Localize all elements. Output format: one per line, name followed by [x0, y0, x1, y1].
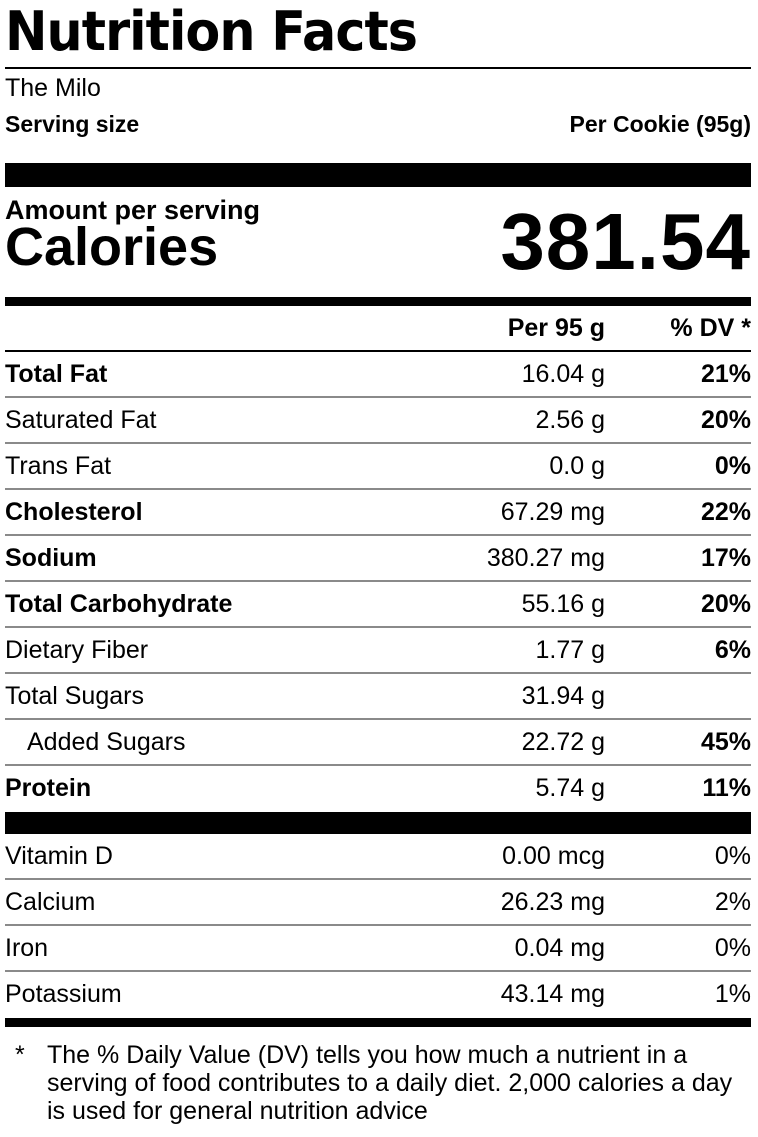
nutrient-dv: 17%: [700, 543, 751, 572]
nutrient-name: Added Sugars: [27, 727, 186, 756]
vitamins-divider: [5, 812, 751, 834]
nutrient-row-trans-fat: Trans Fat 0.0 g 0%: [5, 444, 751, 490]
nutrient-row-saturated-fat: Saturated Fat 2.56 g 20%: [5, 398, 751, 444]
nutrient-dv: 0%: [714, 451, 751, 480]
vitamin-name: Iron: [5, 933, 49, 962]
title-divider: [5, 67, 751, 69]
column-header-row: Per 95 g % DV *: [5, 306, 751, 352]
nutrition-facts-title: Nutrition Facts: [5, 0, 418, 63]
nutrient-name: Cholesterol: [5, 497, 143, 526]
nutrient-name: Total Fat: [5, 359, 108, 388]
nutrient-amount: 16.04 g: [521, 359, 605, 388]
vitamin-dv: 2%: [714, 887, 751, 916]
vitamin-row-vitamin-d: Vitamin D 0.00 mcg 0%: [5, 834, 751, 880]
vitamin-row-calcium: Calcium 26.23 mg 2%: [5, 880, 751, 926]
nutrient-name: Protein: [5, 773, 92, 802]
nutrition-facts-panel: Nutrition Facts The Milo Serving size Pe…: [5, 1, 751, 1125]
vitamin-name: Vitamin D: [5, 841, 113, 870]
nutrient-name: Sodium: [5, 543, 97, 572]
vitamin-dv: 0%: [714, 933, 751, 962]
nutrient-amount: 67.29 mg: [500, 497, 605, 526]
calories-divider: [5, 297, 751, 306]
vitamin-amount: 0.04 mg: [514, 933, 605, 962]
nutrient-row-added-sugars: Added Sugars 22.72 g 45%: [5, 720, 751, 766]
nutrient-row-protein: Protein 5.74 g 11%: [5, 766, 751, 810]
column-header-dv: % DV *: [670, 313, 751, 342]
vitamin-name: Potassium: [5, 979, 122, 1008]
serving-divider: [5, 163, 751, 187]
vitamin-row-iron: Iron 0.04 mg 0%: [5, 926, 751, 972]
nutrient-dv: 6%: [714, 635, 751, 664]
vitamin-row-potassium: Potassium 43.14 mg 1%: [5, 972, 751, 1016]
nutrient-amount: 22.72 g: [521, 727, 605, 756]
nutrient-row-cholesterol: Cholesterol 67.29 mg 22%: [5, 490, 751, 536]
footnote-text: The % Daily Value (DV) tells you how muc…: [47, 1041, 733, 1125]
nutrient-row-sodium: Sodium 380.27 mg 17%: [5, 536, 751, 582]
product-name: The Milo: [5, 74, 101, 102]
nutrient-row-dietary-fiber: Dietary Fiber 1.77 g 6%: [5, 628, 751, 674]
nutrient-amount: 0.0 g: [549, 451, 605, 480]
nutrient-name: Dietary Fiber: [5, 635, 149, 664]
serving-size-row: Serving size Per Cookie (95g): [5, 107, 751, 163]
nutrient-row-total-sugars: Total Sugars 31.94 g: [5, 674, 751, 720]
nutrient-row-total-fat: Total Fat 16.04 g 21%: [5, 352, 751, 398]
vitamin-dv: 1%: [714, 979, 751, 1008]
nutrient-amount: 31.94 g: [521, 681, 605, 710]
vitamin-dv: 0%: [714, 841, 751, 870]
vitamin-amount: 26.23 mg: [500, 887, 605, 916]
nutrient-dv: 22%: [700, 497, 751, 526]
nutrient-amount: 380.27 mg: [486, 543, 605, 572]
nutrient-row-total-carbohydrate: Total Carbohydrate 55.16 g 20%: [5, 582, 751, 628]
nutrient-name: Total Sugars: [5, 681, 144, 710]
footnote-divider: [5, 1018, 751, 1027]
nutrient-name: Trans Fat: [5, 451, 112, 480]
nutrient-amount: 5.74 g: [535, 773, 605, 802]
nutrient-amount: 55.16 g: [521, 589, 605, 618]
serving-size-label: Serving size: [5, 111, 140, 137]
vitamin-amount: 0.00 mcg: [502, 841, 605, 870]
footnote-asterisk: *: [15, 1041, 25, 1069]
nutrient-amount: 1.77 g: [535, 635, 605, 664]
vitamin-name: Calcium: [5, 887, 96, 916]
nutrient-dv: 21%: [700, 359, 751, 388]
nutrient-dv: 45%: [700, 727, 751, 756]
daily-value-footnote: * The % Daily Value (DV) tells you how m…: [5, 1041, 751, 1125]
nutrient-dv: 20%: [700, 405, 751, 434]
vitamin-amount: 43.14 mg: [500, 979, 605, 1008]
calories-block: Amount per serving Calories 381.54: [5, 187, 751, 297]
nutrient-dv: 11%: [702, 773, 751, 802]
nutrient-name: Saturated Fat: [5, 405, 157, 434]
calories-value: 381.54: [500, 197, 751, 286]
nutrient-name: Total Carbohydrate: [5, 589, 233, 618]
amount-per-serving-label: Amount per serving: [5, 195, 261, 225]
calories-label: Calories: [5, 217, 219, 277]
nutrient-amount: 2.56 g: [535, 405, 605, 434]
serving-size-value: Per Cookie (95g): [569, 111, 752, 137]
nutrient-dv: 20%: [700, 589, 751, 618]
column-header-amount: Per 95 g: [507, 313, 605, 342]
